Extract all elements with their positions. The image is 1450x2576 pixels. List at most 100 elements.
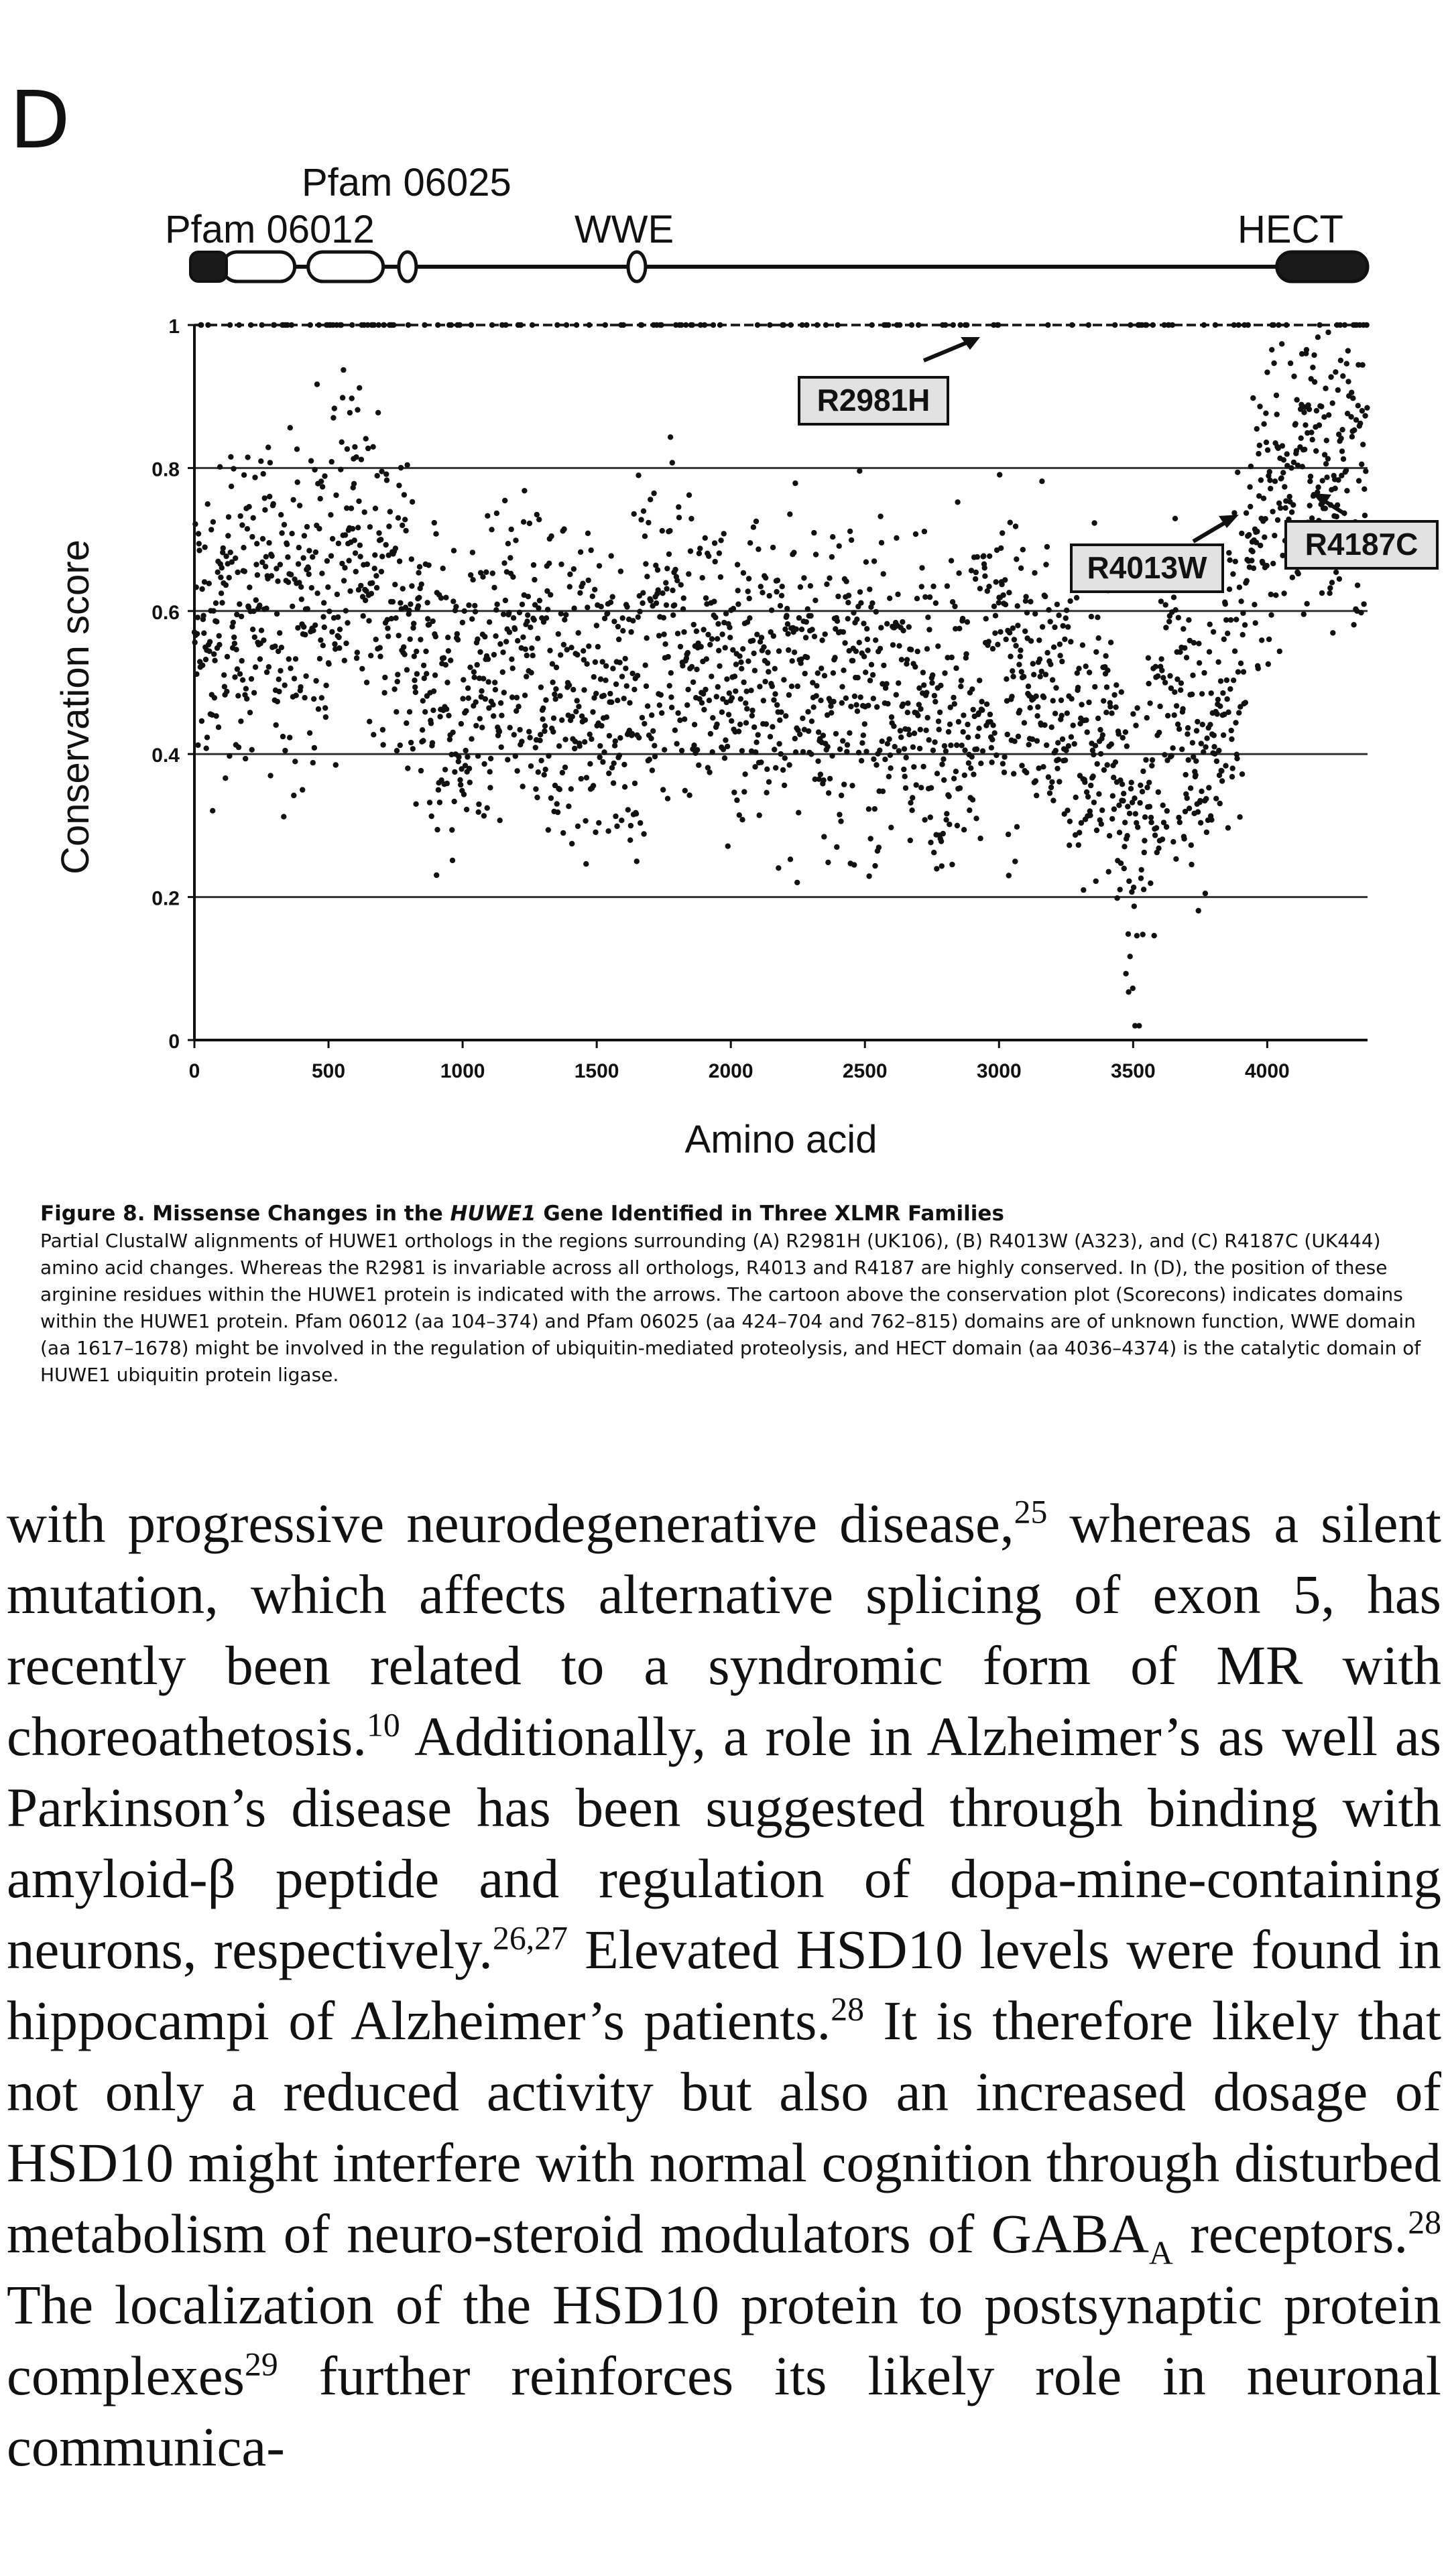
scatter-point: [797, 731, 803, 737]
scatter-point: [1235, 669, 1242, 675]
scatter-point: [983, 616, 989, 622]
scatter-point: [757, 684, 763, 690]
scatter-point: [687, 548, 694, 554]
caption-title-gene: HUWE1: [450, 1202, 536, 1226]
scatter-point: [332, 641, 338, 647]
scatter-point: [341, 657, 347, 663]
scatter-point: [396, 558, 403, 564]
scatter-point: [499, 669, 505, 675]
scatter-point: [501, 560, 507, 566]
scatter-point: [377, 645, 383, 651]
scatter-point: [780, 322, 787, 328]
scatter-point: [1170, 745, 1176, 751]
scatter-point: [212, 657, 218, 663]
scatter-point: [259, 322, 265, 328]
scatter-point: [1024, 769, 1030, 776]
scatter-point: [1230, 571, 1236, 577]
scatter-point: [1188, 842, 1195, 848]
scatter-point: [548, 592, 554, 598]
scatter-point: [913, 782, 919, 788]
scatter-point: [409, 499, 416, 505]
scatter-point: [1362, 486, 1368, 492]
scatter-point: [277, 630, 283, 636]
scatter-point: [660, 590, 666, 596]
scatter-point: [900, 619, 906, 625]
scatter-point: [339, 560, 345, 567]
scatter-point: [936, 726, 942, 732]
scatter-point: [272, 643, 278, 649]
scatter-point: [684, 702, 690, 708]
scatter-point: [1354, 582, 1361, 588]
scatter-point: [239, 522, 245, 528]
scatter-point: [477, 570, 484, 576]
scatter-point: [322, 473, 328, 479]
scatter-point: [1196, 660, 1203, 666]
scatter-point: [627, 822, 634, 829]
scatter-point: [1134, 820, 1140, 826]
scatter-point: [1284, 451, 1290, 457]
scatter-point: [538, 757, 544, 764]
scatter-point: [925, 615, 931, 621]
scatter-point: [1138, 782, 1144, 788]
scatter-point: [538, 732, 544, 738]
scatter-point: [712, 558, 718, 565]
scatter-point: [469, 736, 475, 742]
scatter-point: [528, 763, 534, 769]
scatter-point: [1221, 636, 1227, 643]
scatter-point: [882, 685, 889, 691]
scatter-point: [509, 656, 515, 662]
scatter-point: [931, 850, 937, 856]
scatter-point: [880, 681, 886, 687]
scatter-point: [989, 645, 996, 652]
scatter-point: [637, 608, 643, 615]
scatter-point: [307, 322, 313, 328]
scatter-point: [1022, 598, 1029, 604]
scatter-point: [733, 661, 739, 667]
scatter-point: [538, 684, 544, 690]
scatter-point: [1111, 775, 1117, 781]
scatter-point: [635, 614, 641, 620]
scatter-point: [476, 801, 482, 808]
scatter-point: [1182, 645, 1188, 651]
scatter-point: [965, 760, 972, 766]
scatter-point: [686, 492, 692, 498]
scatter-point: [906, 624, 912, 630]
scatter-point: [1006, 630, 1013, 636]
scatter-point: [674, 631, 681, 637]
scatter-point: [345, 620, 351, 626]
scatter-point: [552, 691, 558, 698]
scatter-point: [1121, 791, 1127, 797]
scatter-point: [859, 740, 865, 746]
scatter-point: [1063, 607, 1070, 613]
scatter-point: [842, 640, 848, 646]
scatter-point: [969, 797, 976, 803]
scatter-point: [1237, 814, 1243, 820]
scatter-point: [866, 873, 872, 879]
scatter-point: [379, 726, 386, 733]
scatter-point: [1327, 590, 1333, 596]
scatter-point: [1160, 820, 1167, 826]
scatter-point: [1279, 341, 1285, 347]
scatter-point: [838, 792, 845, 799]
scatter-point: [869, 671, 876, 678]
scatter-point: [814, 322, 821, 328]
scatter-point: [854, 708, 861, 714]
scatter-point: [308, 585, 314, 591]
scatter-point: [1178, 680, 1185, 686]
scatter-point: [945, 728, 952, 735]
scatter-point: [516, 609, 523, 616]
scatter-point: [295, 561, 302, 567]
scatter-point: [896, 680, 902, 686]
scatter-point: [715, 684, 721, 690]
scatter-point: [288, 322, 295, 328]
scatter-point: [281, 814, 287, 820]
scatter-point: [247, 710, 253, 716]
scatter-point: [520, 634, 526, 640]
scatter-point: [420, 738, 426, 744]
scatter-point: [1036, 765, 1042, 771]
scatter-point: [1191, 754, 1197, 760]
scatter-point: [1013, 643, 1019, 649]
scatter-point: [901, 766, 907, 773]
scatter-point: [667, 527, 673, 534]
scatter-point: [493, 607, 499, 613]
